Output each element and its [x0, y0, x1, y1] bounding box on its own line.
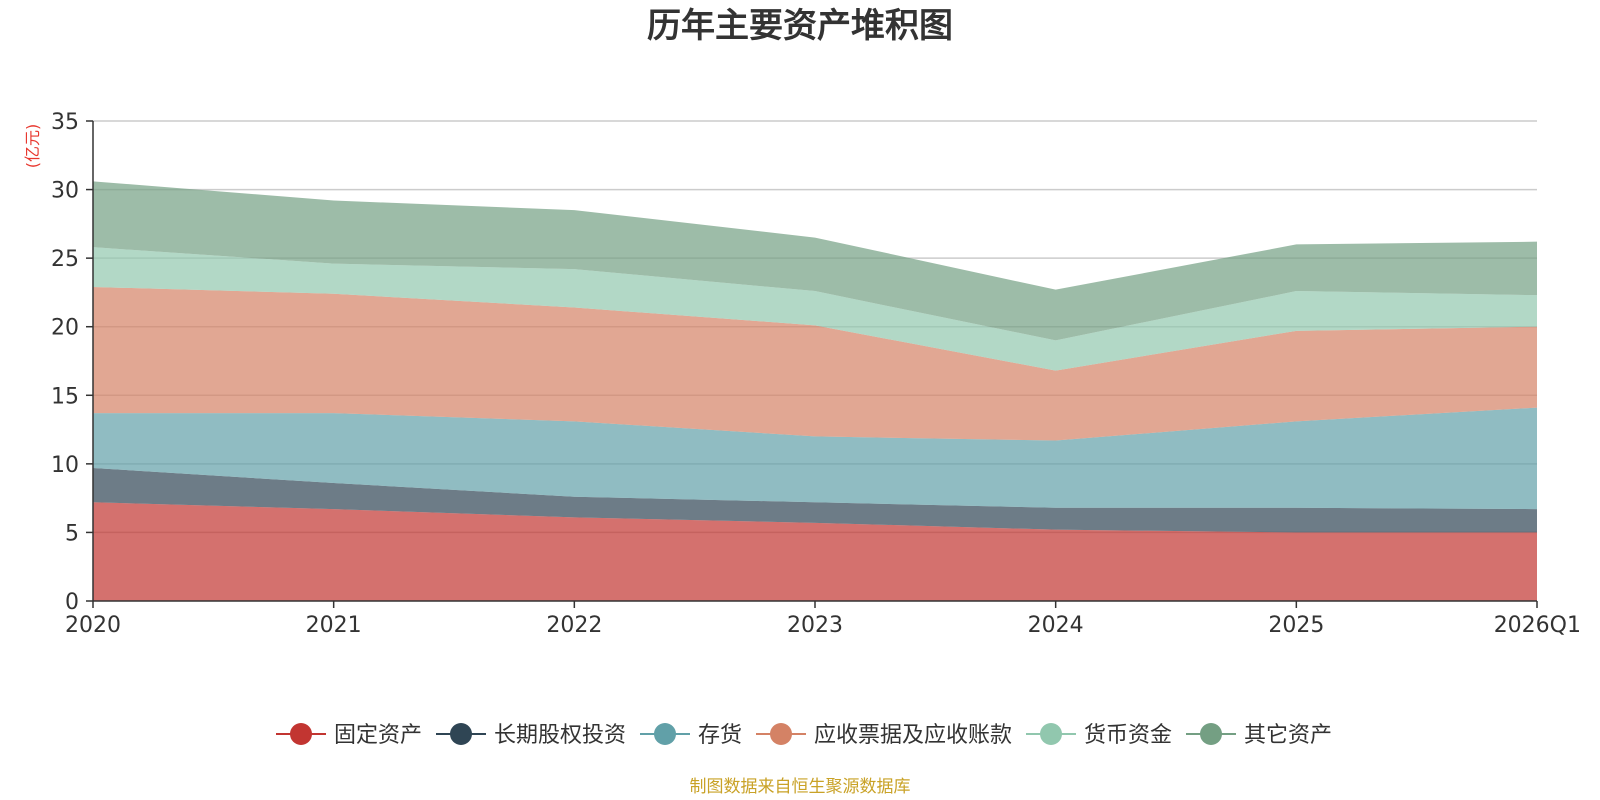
- legend-item-1[interactable]: 固定资产: [276, 723, 422, 748]
- legend-dot-icon: [654, 723, 676, 745]
- y-tick-label: 30: [51, 179, 79, 204]
- legend-dot-icon: [1040, 723, 1062, 745]
- area-series-3[interactable]: [93, 407, 1537, 510]
- area-series-6[interactable]: [93, 181, 1537, 341]
- area-series-group: [93, 181, 1537, 601]
- legend-dot-icon: [1200, 723, 1222, 745]
- x-tick-label: 2025: [1268, 613, 1324, 638]
- legend-item-6[interactable]: 其它资产: [1186, 723, 1332, 748]
- x-tick-label: 2022: [546, 613, 602, 638]
- x-tick-label: 2024: [1028, 613, 1084, 638]
- legend-dot-icon: [770, 723, 792, 745]
- legend-label: 固定资产: [334, 723, 422, 748]
- data-source-note: 制图数据来自恒生聚源数据库: [690, 777, 911, 797]
- x-tick-label: 2023: [787, 613, 843, 638]
- y-tick-label: 5: [65, 521, 79, 546]
- chart-title: 历年主要资产堆积图: [647, 6, 953, 46]
- legend-label: 应收票据及应收账款: [814, 723, 1012, 748]
- y-tick-label: 10: [51, 453, 79, 478]
- legend-item-2[interactable]: 长期股权投资: [436, 723, 626, 748]
- y-tick-label: 15: [51, 384, 79, 409]
- legend[interactable]: 固定资产 长期股权投资 存货 应收票据及应收账款 货币资金 其它资产: [276, 723, 1332, 748]
- legend-item-3[interactable]: 存货: [640, 723, 742, 748]
- y-tick-label: 20: [51, 316, 79, 341]
- y-tick-label: 35: [51, 110, 79, 135]
- legend-label: 货币资金: [1084, 723, 1172, 748]
- area-series-4[interactable]: [93, 286, 1537, 441]
- area-series-1[interactable]: [93, 502, 1537, 601]
- legend-dot-icon: [450, 723, 472, 745]
- legend-label: 长期股权投资: [494, 723, 626, 748]
- legend-dot-icon: [290, 723, 312, 745]
- area-series-5[interactable]: [93, 247, 1537, 371]
- legend-item-5[interactable]: 货币资金: [1026, 723, 1172, 748]
- legend-item-4[interactable]: 应收票据及应收账款: [756, 723, 1012, 748]
- y-tick-label: 25: [51, 247, 79, 272]
- legend-label: 存货: [698, 723, 742, 748]
- legend-label: 其它资产: [1244, 723, 1332, 748]
- y-axis-unit-label: (亿元): [23, 124, 42, 169]
- y-tick-label: 0: [65, 590, 79, 615]
- area-series-2[interactable]: [93, 467, 1537, 533]
- x-tick-label: 2021: [306, 613, 362, 638]
- x-tick-label: 2020: [65, 613, 121, 638]
- x-tick-label: 2026Q1: [1494, 613, 1581, 638]
